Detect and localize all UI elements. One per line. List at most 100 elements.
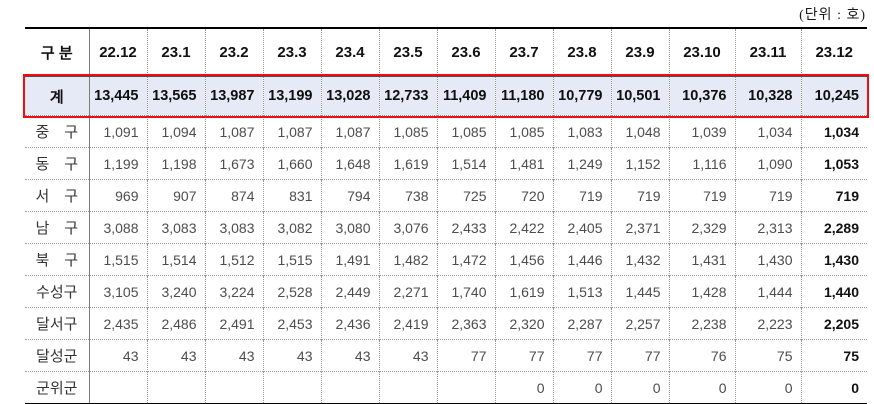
data-cell: 2,491 xyxy=(204,307,263,340)
district-row-label: 달성군 xyxy=(25,339,89,372)
data-cell: 2,433 xyxy=(436,211,495,244)
data-cell: 3,076 xyxy=(378,211,437,244)
table-row: 동 구 1,199 1,198 1,673 1,660 1,648 1,619 1,514 1,… xyxy=(25,147,867,180)
data-cell: 77 xyxy=(552,339,611,372)
data-cell: 43 xyxy=(146,339,205,372)
data-cell: 3,082 xyxy=(262,211,321,244)
data-cell: 43 xyxy=(320,339,379,372)
data-cell: 75 xyxy=(734,339,801,372)
data-cell: 2,289 xyxy=(800,211,867,244)
data-cell: 1,085 xyxy=(436,115,495,148)
data-cell: 1,034 xyxy=(800,115,867,148)
data-cell xyxy=(146,371,205,404)
data-cell: 1,094 xyxy=(146,115,205,148)
data-cell: 1,482 xyxy=(378,243,437,276)
data-cell: 2,320 xyxy=(494,307,553,340)
district-row-label: 수성구 xyxy=(25,275,89,308)
data-cell xyxy=(378,371,437,404)
data-cell: 1,444 xyxy=(734,275,801,308)
data-cell: 1,514 xyxy=(146,243,205,276)
data-cell: 2,405 xyxy=(552,211,611,244)
data-cell: 1,091 xyxy=(88,115,147,148)
data-cell xyxy=(88,371,147,404)
data-cell: 0 xyxy=(552,371,611,404)
data-cell: 874 xyxy=(204,179,263,212)
data-cell: 1,446 xyxy=(552,243,611,276)
month-column-header: 23.4 xyxy=(320,28,379,76)
data-cell: 76 xyxy=(668,339,735,372)
data-cell: 907 xyxy=(146,179,205,212)
data-cell: 1,619 xyxy=(494,275,553,308)
total-value-cell: 11,180 xyxy=(494,75,553,116)
data-cell: 2,528 xyxy=(262,275,321,308)
data-cell: 1,456 xyxy=(494,243,553,276)
unsold-housing-by-district-table: 구 분 22.12 23.1 23.2 23.3 23.4 23.5 23.6 23.7 23.8… xyxy=(23,27,869,404)
data-cell: 1,039 xyxy=(668,115,735,148)
data-cell: 0 xyxy=(734,371,801,404)
district-row-label: 동 구 xyxy=(25,147,89,180)
data-cell: 43 xyxy=(88,339,147,372)
data-cell: 2,205 xyxy=(800,307,867,340)
data-cell: 831 xyxy=(262,179,321,212)
data-cell: 2,371 xyxy=(610,211,669,244)
data-cell: 2,287 xyxy=(552,307,611,340)
month-column-header: 23.9 xyxy=(610,28,669,76)
data-cell: 1,660 xyxy=(262,147,321,180)
total-value-cell: 12,733 xyxy=(378,75,437,116)
data-cell: 2,271 xyxy=(378,275,437,308)
total-row-label: 계 xyxy=(25,75,89,116)
data-cell: 1,199 xyxy=(88,147,147,180)
total-value-cell: 13,445 xyxy=(88,75,147,116)
data-cell: 1,085 xyxy=(494,115,553,148)
data-cell: 1,087 xyxy=(204,115,263,148)
data-cell: 1,648 xyxy=(320,147,379,180)
data-cell: 3,080 xyxy=(320,211,379,244)
data-cell: 719 xyxy=(552,179,611,212)
data-cell: 2,223 xyxy=(734,307,801,340)
data-cell: 719 xyxy=(668,179,735,212)
data-cell: 3,224 xyxy=(204,275,263,308)
data-cell: 2,313 xyxy=(734,211,801,244)
data-cell: 1,491 xyxy=(320,243,379,276)
district-row-label: 중 구 xyxy=(25,115,89,148)
data-cell xyxy=(204,371,263,404)
data-cell: 43 xyxy=(378,339,437,372)
data-cell: 1,087 xyxy=(262,115,321,148)
month-column-header: 23.11 xyxy=(734,28,801,76)
data-cell: 725 xyxy=(436,179,495,212)
table-row: 군위군 0 0 0 0 0 0 xyxy=(25,371,867,404)
data-cell: 75 xyxy=(800,339,867,372)
district-row-label: 달서구 xyxy=(25,307,89,340)
data-cell: 1,514 xyxy=(436,147,495,180)
data-cell xyxy=(320,371,379,404)
data-cell: 3,083 xyxy=(146,211,205,244)
data-cell: 1,673 xyxy=(204,147,263,180)
table-row: 달성군 43 43 43 43 43 43 77 77 77 77 76 75 75 xyxy=(25,339,867,372)
header-row: 구 분 22.12 23.1 23.2 23.3 23.4 23.5 23.6 23.7 23.8… xyxy=(25,28,867,76)
month-column-header: 22.12 xyxy=(88,28,147,76)
data-cell: 1,085 xyxy=(378,115,437,148)
month-column-header: 23.5 xyxy=(378,28,437,76)
total-value-cell: 13,028 xyxy=(320,75,379,116)
data-cell: 2,449 xyxy=(320,275,379,308)
data-cell: 3,240 xyxy=(146,275,205,308)
month-column-header: 23.8 xyxy=(552,28,611,76)
data-cell: 1,481 xyxy=(494,147,553,180)
data-cell: 77 xyxy=(436,339,495,372)
month-column-header: 23.3 xyxy=(262,28,321,76)
data-cell: 2,363 xyxy=(436,307,495,340)
data-cell: 738 xyxy=(378,179,437,212)
table-row: 중 구 1,091 1,094 1,087 1,087 1,087 1,085 1,085 1,… xyxy=(25,115,867,148)
data-cell: 2,422 xyxy=(494,211,553,244)
total-row: 계 13,445 13,565 13,987 13,199 13,028 12,733 11,… xyxy=(23,74,869,118)
data-cell: 77 xyxy=(494,339,553,372)
data-cell: 1,249 xyxy=(552,147,611,180)
data-cell: 2,486 xyxy=(146,307,205,340)
table-row: 서 구 969 907 874 831 794 738 725 720 719 719 719 719 7… xyxy=(25,179,867,212)
total-value-cell: 10,328 xyxy=(734,75,801,116)
data-cell: 1,048 xyxy=(610,115,669,148)
data-cell: 2,419 xyxy=(378,307,437,340)
data-cell: 719 xyxy=(610,179,669,212)
data-cell: 1,513 xyxy=(552,275,611,308)
